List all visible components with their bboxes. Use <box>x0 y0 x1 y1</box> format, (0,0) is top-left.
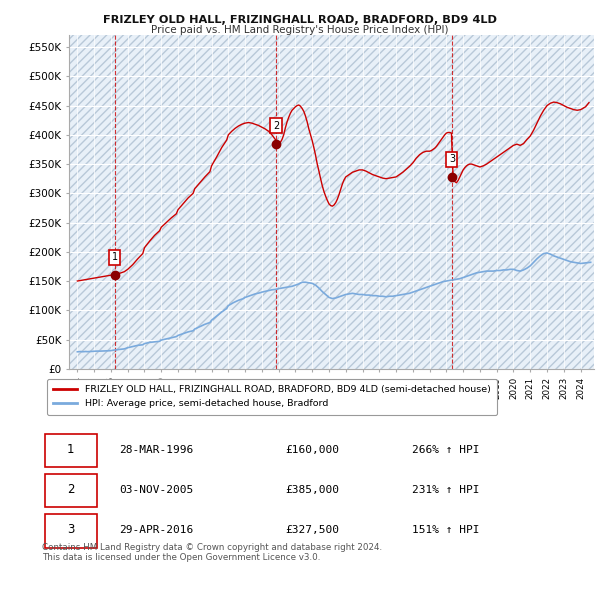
Text: 03-NOV-2005: 03-NOV-2005 <box>119 485 194 494</box>
Text: £327,500: £327,500 <box>285 525 339 535</box>
Legend: FRIZLEY OLD HALL, FRIZINGHALL ROAD, BRADFORD, BD9 4LD (semi-detached house), HPI: FRIZLEY OLD HALL, FRIZINGHALL ROAD, BRAD… <box>47 379 497 415</box>
Text: 3: 3 <box>449 155 455 165</box>
Text: 231% ↑ HPI: 231% ↑ HPI <box>412 485 479 494</box>
FancyBboxPatch shape <box>45 434 97 467</box>
Text: Price paid vs. HM Land Registry's House Price Index (HPI): Price paid vs. HM Land Registry's House … <box>151 25 449 35</box>
Text: £160,000: £160,000 <box>285 445 339 454</box>
FancyBboxPatch shape <box>45 514 97 548</box>
FancyBboxPatch shape <box>45 474 97 507</box>
Text: 1: 1 <box>67 443 74 456</box>
Text: FRIZLEY OLD HALL, FRIZINGHALL ROAD, BRADFORD, BD9 4LD: FRIZLEY OLD HALL, FRIZINGHALL ROAD, BRAD… <box>103 15 497 25</box>
Text: 1: 1 <box>112 253 118 263</box>
Text: 151% ↑ HPI: 151% ↑ HPI <box>412 525 479 535</box>
Text: 28-MAR-1996: 28-MAR-1996 <box>119 445 194 454</box>
Text: 3: 3 <box>67 523 74 536</box>
Text: Contains HM Land Registry data © Crown copyright and database right 2024.
This d: Contains HM Land Registry data © Crown c… <box>42 543 382 562</box>
Text: 2: 2 <box>67 483 74 496</box>
Text: 266% ↑ HPI: 266% ↑ HPI <box>412 445 479 454</box>
Text: 2: 2 <box>273 121 279 131</box>
Text: £385,000: £385,000 <box>285 485 339 494</box>
Text: 29-APR-2016: 29-APR-2016 <box>119 525 194 535</box>
